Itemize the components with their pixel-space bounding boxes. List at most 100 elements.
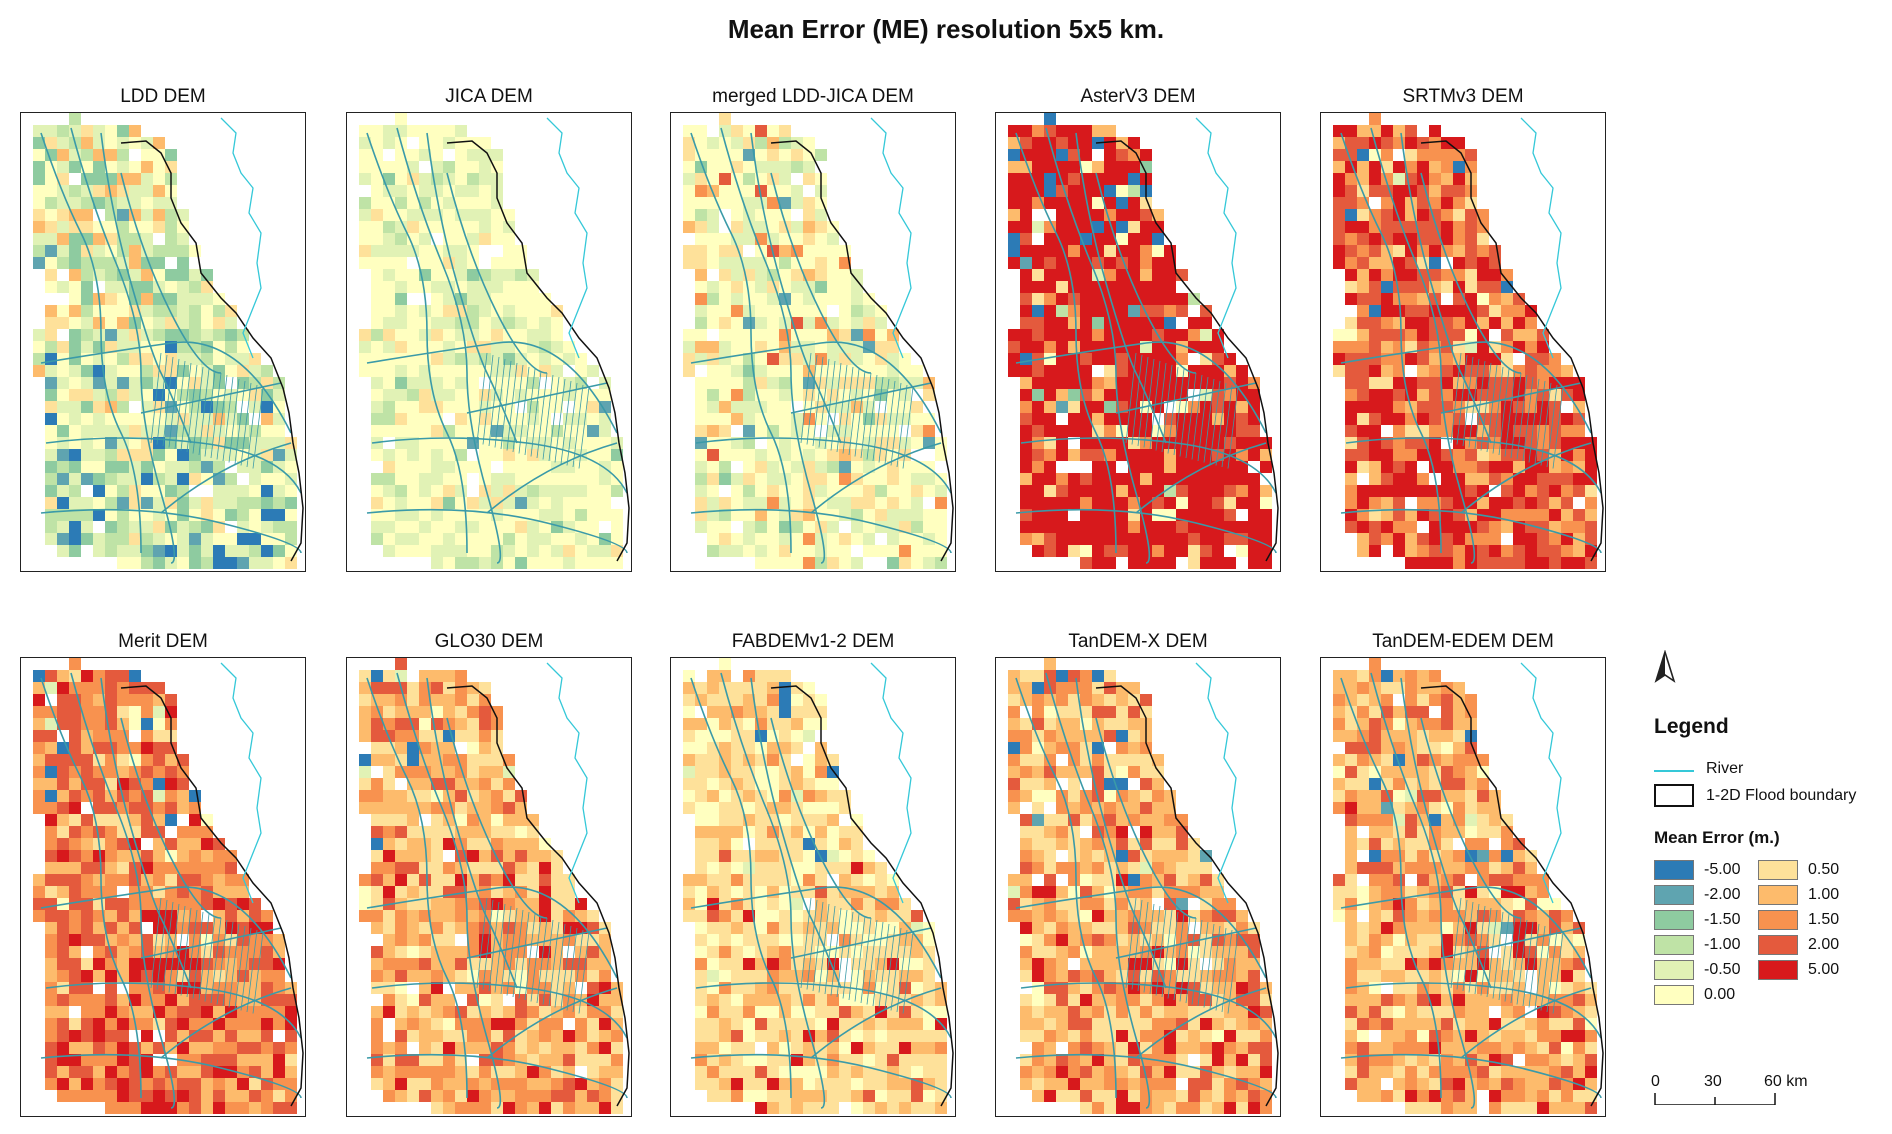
error-cell (1405, 533, 1417, 545)
error-cell (1200, 473, 1212, 485)
error-cell (1080, 221, 1092, 233)
error-cell (779, 1078, 791, 1090)
error-cell (93, 221, 105, 233)
error-cell (383, 473, 395, 485)
error-cell (527, 970, 539, 982)
error-cell (117, 922, 129, 934)
error-cell (1429, 377, 1441, 389)
error-cell (1020, 389, 1032, 401)
error-cell (1104, 437, 1116, 449)
error-cell (455, 185, 467, 197)
error-cell (1357, 545, 1369, 557)
error-cell (443, 874, 455, 886)
error-cell (551, 449, 563, 461)
error-cell (911, 401, 923, 413)
error-cell (1140, 706, 1152, 718)
error-cell (791, 718, 803, 730)
error-cell (153, 1006, 165, 1018)
error-cell (1068, 173, 1080, 185)
error-cell (1056, 209, 1068, 221)
error-cell (491, 1018, 503, 1030)
error-cell (225, 958, 237, 970)
error-cell (719, 161, 731, 173)
error-cell (707, 437, 719, 449)
error-cell (1549, 545, 1561, 557)
error-cell (407, 994, 419, 1006)
error-cell (1525, 449, 1537, 461)
error-cell (455, 886, 467, 898)
error-cell (815, 545, 827, 557)
error-cell (165, 245, 177, 257)
error-cell (177, 449, 189, 461)
error-cell (273, 509, 285, 521)
error-cell (1116, 682, 1128, 694)
error-cell (81, 461, 93, 473)
error-cell (371, 365, 383, 377)
error-cell (1477, 245, 1489, 257)
error-cell (419, 706, 431, 718)
error-cell (743, 437, 755, 449)
error-cell (695, 125, 707, 137)
error-cell (1020, 742, 1032, 754)
error-cell (899, 1018, 911, 1030)
error-cell (129, 413, 141, 425)
error-cell (539, 401, 551, 413)
error-cell (1164, 802, 1176, 814)
error-cell (1393, 221, 1405, 233)
error-cell (563, 1030, 575, 1042)
error-cell (827, 365, 839, 377)
error-cell (431, 694, 443, 706)
error-cell (395, 1030, 407, 1042)
error-cell (491, 1066, 503, 1078)
error-cell (213, 461, 225, 473)
error-cell (57, 826, 69, 838)
error-cell (141, 694, 153, 706)
error-cell (285, 485, 297, 497)
error-cell (45, 874, 57, 886)
error-cell (695, 1078, 707, 1090)
error-cell (395, 754, 407, 766)
error-cell (791, 197, 803, 209)
error-cell (1032, 293, 1044, 305)
error-cell (479, 1102, 491, 1114)
error-cell (731, 137, 743, 149)
error-cell (371, 257, 383, 269)
error-cell (479, 149, 491, 161)
error-cell (419, 437, 431, 449)
error-cell (827, 257, 839, 269)
error-cell (57, 209, 69, 221)
error-cell (177, 377, 189, 389)
error-cell (69, 718, 81, 730)
error-cell (213, 886, 225, 898)
error-cell (563, 545, 575, 557)
error-cell (1008, 718, 1020, 730)
error-cell (863, 1054, 875, 1066)
error-cell (1345, 209, 1357, 221)
error-cell (395, 221, 407, 233)
error-cell (743, 185, 755, 197)
error-cell (153, 814, 165, 826)
error-cell (237, 425, 249, 437)
error-cell (707, 293, 719, 305)
error-cell (1200, 401, 1212, 413)
error-cell (407, 473, 419, 485)
error-cell (431, 281, 443, 293)
error-cell (1044, 161, 1056, 173)
error-cell (419, 694, 431, 706)
error-cell (213, 389, 225, 401)
error-cell (839, 874, 851, 886)
error-cell (1260, 557, 1272, 569)
error-cell (491, 778, 503, 790)
error-cell (69, 449, 81, 461)
error-cell (359, 161, 371, 173)
error-cell (1044, 509, 1056, 521)
error-cell (1345, 329, 1357, 341)
error-cell (1381, 269, 1393, 281)
error-cell (249, 1102, 261, 1114)
error-cell (491, 1078, 503, 1090)
error-cell (105, 994, 117, 1006)
error-cell (443, 1018, 455, 1030)
error-cell (923, 1090, 935, 1102)
error-cell (827, 1102, 839, 1114)
error-cell (779, 449, 791, 461)
